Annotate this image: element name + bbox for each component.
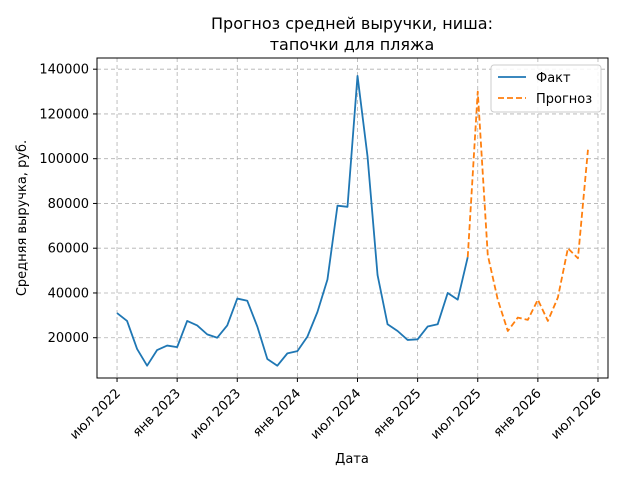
y-axis: 20000 40000 60000 80000 100000 120000 140000 — [39, 63, 97, 346]
x-tick-label: янв 2025 — [371, 386, 425, 440]
x-tick-label: июл 2024 — [308, 386, 365, 443]
legend: Факт Прогноз — [490, 64, 602, 113]
legend-label-fact: Факт — [536, 71, 571, 86]
legend-label-forecast: Прогноз — [536, 92, 592, 107]
x-tick-label: янв 2026 — [491, 386, 545, 440]
y-tick-label: 120000 — [39, 107, 89, 122]
y-axis-title: Средняя выручка, руб. — [15, 140, 30, 296]
x-axis-title: Дата — [335, 452, 369, 467]
x-tick-label: июл 2026 — [548, 386, 605, 443]
x-tick-label: июл 2023 — [188, 386, 245, 443]
x-tick-label: июл 2025 — [428, 386, 485, 443]
title-block: Прогноз средней выручки, ниша: тапочки д… — [211, 14, 493, 54]
y-tick-label: 80000 — [48, 197, 89, 212]
grid — [97, 58, 608, 378]
x-tick-label: июл 2022 — [67, 386, 124, 443]
x-axis: июл 2022 янв 2023 июл 2023 янв 2024 июл 2024… — [67, 378, 605, 443]
chart-title-line-2: тапочки для пляжа — [270, 35, 435, 54]
series-line-forecast — [466, 90, 589, 332]
plot-frame — [96, 57, 609, 379]
y-tick-label: 20000 — [48, 331, 89, 346]
chart-title-line-1: Прогноз средней выручки, ниша: — [211, 14, 493, 33]
y-tick-label: 100000 — [39, 152, 89, 167]
y-tick-label: 140000 — [39, 63, 89, 78]
y-tick-label: 40000 — [48, 286, 89, 301]
y-tick-label: 60000 — [48, 242, 89, 257]
series-group — [116, 75, 589, 367]
x-tick-label: янв 2024 — [250, 386, 304, 440]
x-tick-label: янв 2023 — [130, 386, 184, 440]
series-line-fact — [116, 75, 469, 367]
